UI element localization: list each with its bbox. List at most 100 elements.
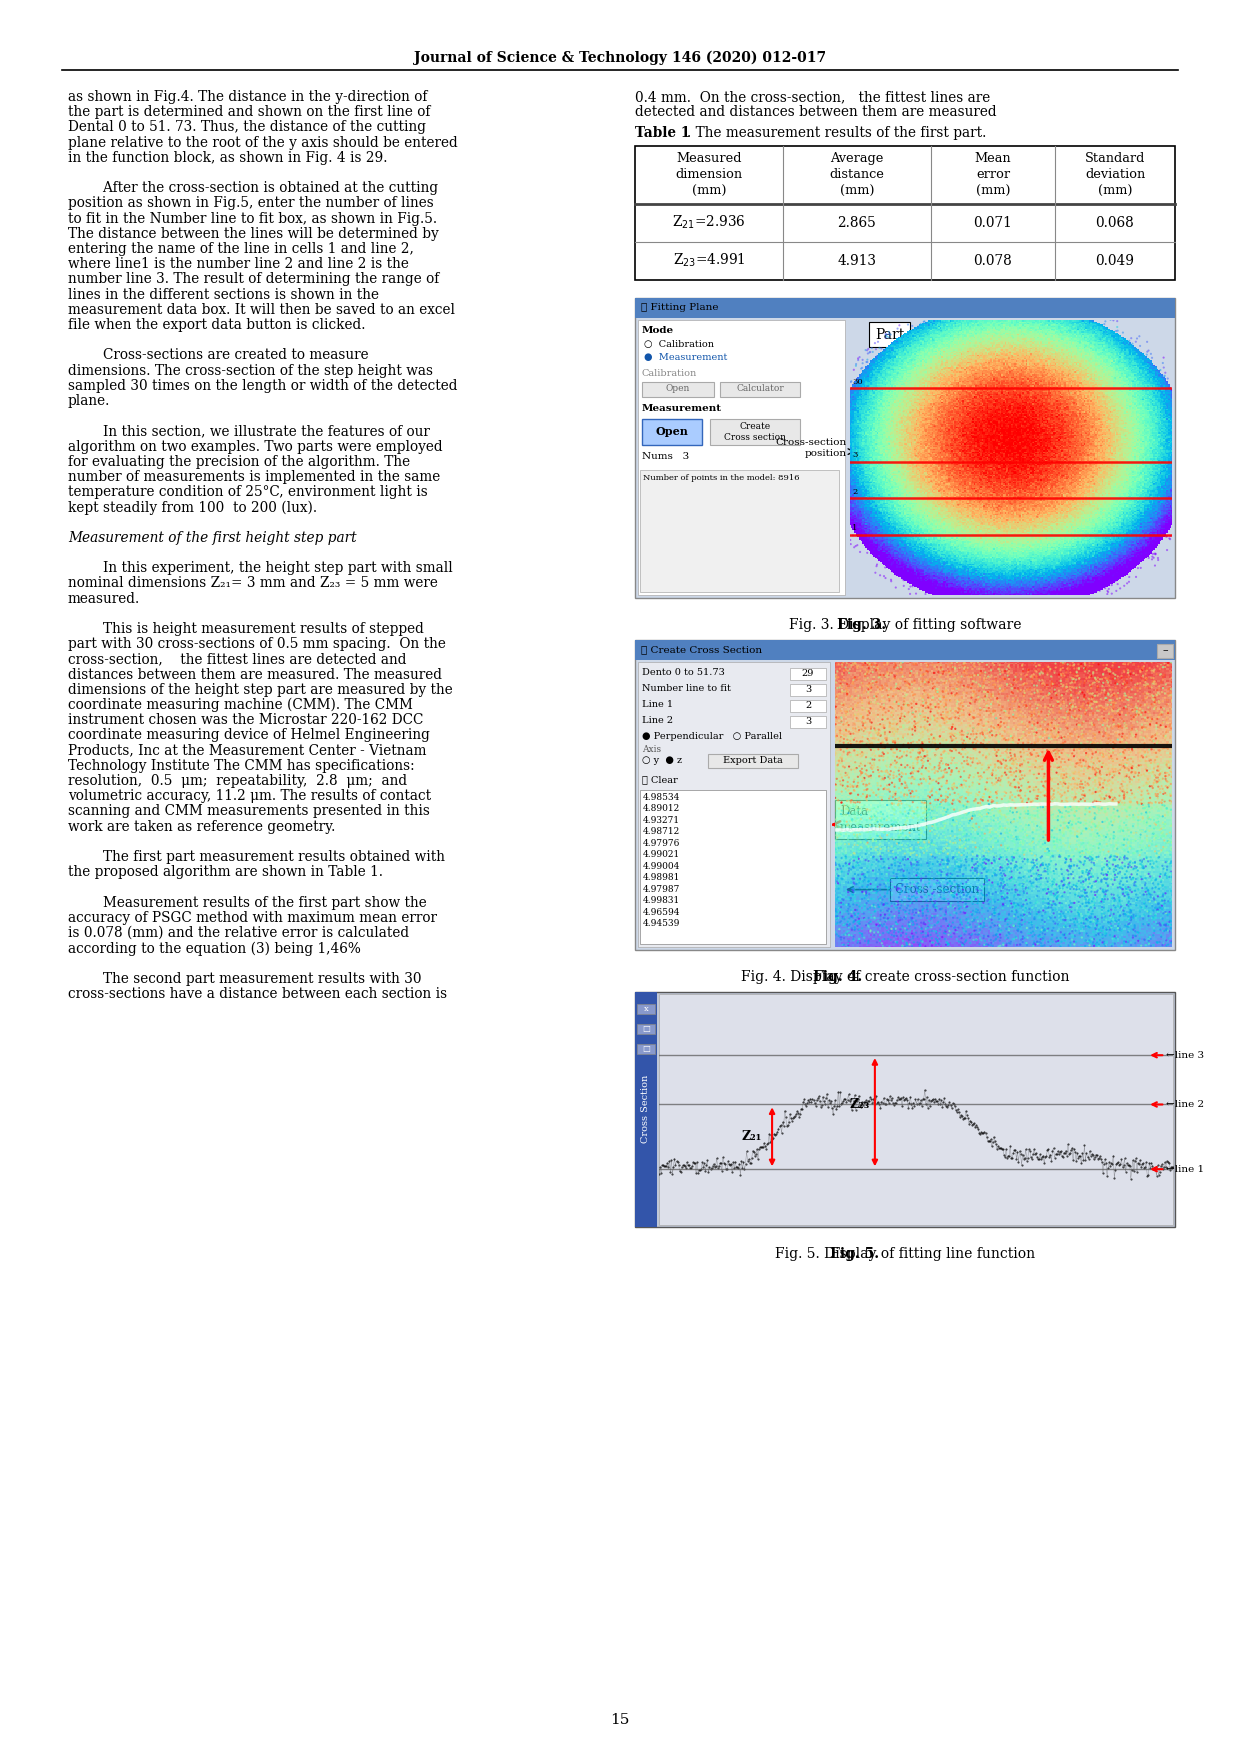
Point <box>962 902 982 930</box>
Point <box>1019 774 1039 802</box>
Point <box>1091 833 1111 861</box>
Point <box>847 696 867 724</box>
Point <box>887 526 906 554</box>
Point <box>1126 509 1146 537</box>
Point <box>1122 691 1142 719</box>
Point <box>1021 777 1040 805</box>
Point <box>1117 526 1137 554</box>
Point <box>858 798 878 826</box>
Point <box>968 833 988 861</box>
Point <box>921 803 941 831</box>
Point <box>864 737 884 765</box>
Point <box>1048 398 1068 426</box>
Point <box>985 419 1004 447</box>
Point <box>1130 332 1149 360</box>
Point <box>1021 788 1040 816</box>
Point <box>1033 919 1053 947</box>
Point <box>963 484 983 512</box>
Point <box>1085 724 1105 752</box>
Point <box>980 845 999 873</box>
Point <box>991 456 1011 484</box>
Point <box>968 524 988 553</box>
Point <box>868 877 888 905</box>
Point <box>874 774 894 802</box>
Point <box>1148 852 1168 881</box>
Point <box>846 437 866 465</box>
Point <box>945 319 965 347</box>
Point <box>1049 930 1069 958</box>
Point <box>1007 916 1027 944</box>
Point <box>925 393 945 421</box>
Point <box>919 881 939 909</box>
Point <box>973 407 993 435</box>
Point <box>926 838 946 866</box>
Point <box>868 840 888 868</box>
Point <box>1145 356 1164 384</box>
Point <box>1032 812 1052 840</box>
Point <box>966 926 986 954</box>
Point <box>889 816 909 844</box>
Point <box>1068 870 1087 898</box>
Point <box>976 775 996 803</box>
Point <box>1114 684 1133 712</box>
Point <box>1034 410 1054 438</box>
Point <box>889 328 909 356</box>
Point <box>1086 800 1106 828</box>
Point <box>920 819 940 847</box>
Point <box>887 754 906 782</box>
Point <box>919 828 939 856</box>
Point <box>1016 875 1035 903</box>
Point <box>1080 788 1100 816</box>
Point <box>987 568 1007 596</box>
Point <box>1044 882 1064 910</box>
Point <box>1086 823 1106 851</box>
Point <box>1081 674 1101 702</box>
Point <box>1109 474 1128 502</box>
Point <box>857 786 877 814</box>
Point <box>862 805 882 833</box>
Point <box>1064 809 1084 837</box>
Point <box>1156 517 1176 545</box>
Point <box>1078 907 1097 935</box>
Point <box>1016 816 1035 844</box>
Point <box>1011 698 1030 726</box>
Point <box>970 424 990 453</box>
Point <box>1133 686 1153 714</box>
Point <box>1061 796 1081 824</box>
Point <box>1122 705 1142 733</box>
Point <box>1089 812 1109 840</box>
Point <box>1085 923 1105 951</box>
Point <box>908 847 928 875</box>
Point <box>856 337 875 365</box>
Point <box>1065 703 1085 731</box>
Point <box>1012 575 1032 603</box>
Point <box>1071 868 1091 896</box>
Point <box>1145 670 1164 698</box>
Point <box>935 756 955 784</box>
Point <box>1066 661 1086 689</box>
Point <box>1042 924 1061 952</box>
Point <box>991 772 1011 800</box>
Point <box>875 758 895 786</box>
Point <box>833 766 853 795</box>
Point <box>1081 791 1101 819</box>
Point <box>918 798 937 826</box>
Point <box>846 789 866 817</box>
Point <box>861 730 880 758</box>
Point <box>1022 831 1042 859</box>
Point <box>942 374 962 402</box>
Point <box>1053 789 1073 817</box>
Point <box>1039 700 1059 728</box>
Point <box>1080 774 1100 802</box>
Point <box>1138 803 1158 831</box>
Point <box>1145 761 1164 789</box>
Point <box>853 793 873 821</box>
Point <box>1052 733 1071 761</box>
Point <box>861 688 880 716</box>
Point <box>1094 705 1114 733</box>
Point <box>1035 721 1055 749</box>
Point <box>1014 509 1034 537</box>
Point <box>1054 400 1074 428</box>
Point <box>1055 779 1075 807</box>
Point <box>880 840 900 868</box>
